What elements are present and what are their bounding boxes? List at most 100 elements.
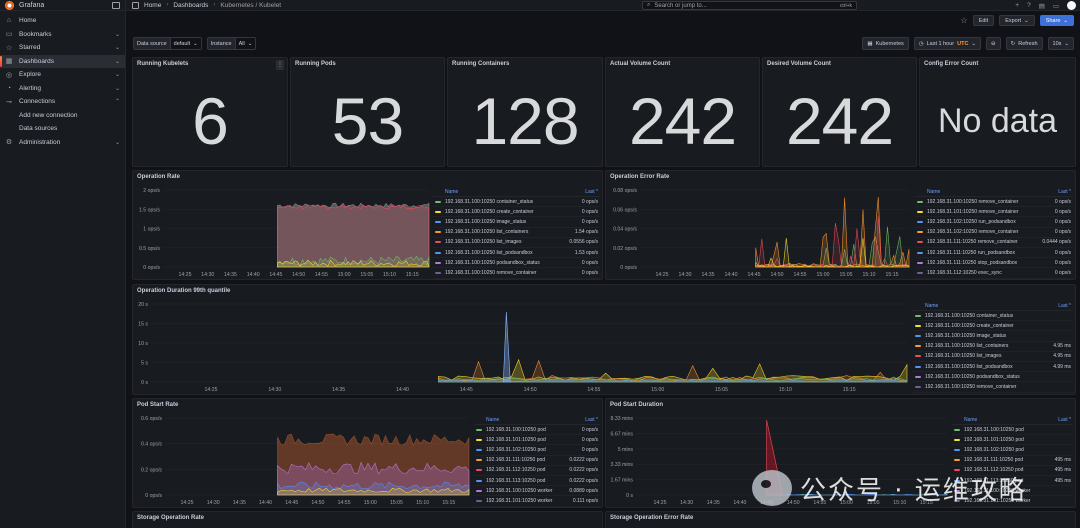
legend-row[interactable]: 192.168.31.100:10250 remove_container (913, 382, 1073, 393)
kiosk-icon[interactable]: ▭ (1052, 2, 1059, 10)
legend-name-header[interactable]: Name (486, 417, 500, 423)
panel-menu-icon[interactable]: ⋮ (276, 60, 284, 70)
sidebar-item-starred[interactable]: ☆ Starred ⌄ (0, 41, 125, 55)
legend-row[interactable]: 192.168.31.111:10250 pod 0.0222 ops/s (474, 456, 600, 466)
chevron-down-icon[interactable]: ⌄ (114, 45, 120, 52)
legend-row[interactable]: 192.168.31.102:10250 run_podsandbox 0 ops… (915, 217, 1073, 228)
sidebar-item-alerting[interactable]: ◔ Alerting ⌄ (0, 82, 125, 96)
legend-row[interactable]: 192.168.31.102:10250 pod 0 ops/s (474, 445, 600, 456)
operation-error-rate-graph[interactable]: 0.08 ops/s 0.06 ops/s 0.04 ops/s 0.02 ops/s… (606, 183, 913, 280)
legend-row[interactable]: 192.168.31.100:10250 list_containers 4.95… (913, 342, 1073, 352)
pod-start-rate-graph[interactable]: 0.6 ops/s 0.4 ops/s 0.2 ops/s 0 ops/s 14:25 1… (133, 411, 473, 508)
legend-row[interactable]: 192.168.31.102:10250 pod (952, 445, 1073, 456)
legend-row[interactable]: 192.168.31.100:10250 create_container 0 o… (433, 207, 600, 218)
panel-pod-start-duration[interactable]: Pod Start Duration 8.33 mins 6.67 mins 5 m… (605, 398, 1076, 508)
stat-panel-config-error-count[interactable]: Config Error Count No data (919, 57, 1076, 167)
operation-rate-graph[interactable]: 2 ops/s 1.5 ops/s 1 ops/s 0.5 ops/s 0 ops/s 1… (133, 183, 433, 280)
legend-row[interactable]: 192.168.31.100:10250 list_podsandbox 1.53… (433, 248, 600, 259)
legend-name-header[interactable]: Name (964, 417, 978, 423)
legend-row[interactable]: 192.168.31.100:10250 pod 0 ops/s (474, 425, 600, 436)
stat-panel-running-kubelets[interactable]: Running Kubelets ⋮ 6 (132, 57, 288, 167)
refresh-interval-select[interactable]: 10s ⌄ (1047, 37, 1074, 50)
legend-row[interactable]: 192.168.31.111:10250 remove_container 0.0… (915, 238, 1073, 248)
legend-row[interactable]: 192.168.31.100:10250 list_images 4.95 ms (913, 352, 1073, 362)
legend-row[interactable]: 192.168.31.111:10250 stop_podsandbox 0 op… (915, 258, 1073, 269)
legend-last-header[interactable]: Last * (1058, 417, 1071, 423)
chevron-down-icon[interactable]: ⌄ (114, 72, 120, 79)
legend-row[interactable]: 192.168.31.100:10250 list_containers 1.54… (433, 228, 600, 238)
sidebar-item-bookmarks[interactable]: ▭ Bookmarks ⌄ (0, 28, 125, 42)
legend-last-header[interactable]: Last * (585, 417, 598, 423)
sidebar-item-data-sources[interactable]: Data sources (0, 122, 125, 136)
sidebar-item-administration[interactable]: ⚙ Administration ⌄ (0, 136, 125, 150)
legend-row[interactable]: 192.168.31.100:10250 podsandbox_status 0 … (433, 258, 600, 269)
sidebar-toggle-icon[interactable] (132, 1, 139, 9)
sidebar-item-dashboards[interactable]: ▦ Dashboards ⌄ (0, 54, 125, 68)
legend-row[interactable]: 192.168.31.100:10250 remove_container 0 o… (433, 268, 600, 279)
legend-last-header[interactable]: Last * (1058, 189, 1071, 195)
panel-operation-rate[interactable]: Operation Rate 2 ops/s 1.5 ops/s 1 ops/s 0.… (132, 170, 603, 280)
legend-row[interactable]: 192.168.31.113:10250 pod 495 ms (952, 476, 1073, 487)
chevron-down-icon[interactable]: ⌄ (114, 31, 120, 38)
stat-panel-running-containers[interactable]: Running Containers 128 (447, 57, 603, 167)
legend-row[interactable]: 192.168.31.100:10250 container_status 0 o… (433, 197, 600, 208)
export-button[interactable]: Export ⌄ (999, 15, 1035, 26)
legend-row[interactable]: 192.168.31.112:10250 pod 0.0222 ops/s (474, 466, 600, 476)
help-icon[interactable]: ? (1027, 2, 1031, 9)
legend-row[interactable]: 192.168.31.101:10250 pod (952, 435, 1073, 446)
search-input[interactable]: ⌕ Search or jump to... ctrl+k (642, 1, 857, 10)
legend-name-header[interactable]: Name (445, 189, 459, 195)
legend-row[interactable]: 192.168.31.111:10250 pod 495 ms (952, 456, 1073, 466)
dock-menu-icon[interactable] (112, 1, 120, 9)
operation-duration-graph[interactable]: 20 s 15 s 10 s 5 s 0 s 14:25 14:30 14:35 14:40 14… (133, 297, 911, 395)
chevron-down-icon[interactable]: ⌄ (114, 139, 120, 146)
refresh-button[interactable]: ↻ Refresh (1005, 37, 1043, 50)
chevron-up-icon[interactable]: ⌃ (114, 99, 120, 106)
legend-row[interactable]: 192.168.31.111:10250 run_podsandbox 0 ops… (915, 248, 1073, 259)
share-button[interactable]: Share ⌄ (1039, 15, 1074, 26)
sidebar-item-explore[interactable]: ◎ Explore ⌄ (0, 68, 125, 82)
breadcrumb-dashboards[interactable]: Dashboards (173, 1, 209, 9)
legend-row[interactable]: 192.168.31.112:10250 exec_sync 0 ops/s (915, 268, 1073, 279)
legend-name-header[interactable]: Name (927, 189, 941, 195)
legend-last-header[interactable]: Last * (1058, 303, 1071, 309)
zoom-out-button[interactable]: ⊖ (986, 37, 1001, 50)
time-range-picker[interactable]: ◷ Last 1 hour UTC ⌄ (913, 37, 982, 50)
legend-row[interactable]: 192.168.31.100:10250 image_status 0 ops/s (433, 217, 600, 228)
legend-row[interactable]: 192.168.31.100:10250 create_container (913, 321, 1073, 332)
legend-row[interactable]: 192.168.31.100:10250 worker 0.0889 ops/s (474, 486, 600, 497)
stat-panel-actual-volume-count[interactable]: Actual Volume Count 242 (605, 57, 760, 167)
stat-panel-desired-volume-count[interactable]: Desired Volume Count 242 (762, 57, 917, 167)
legend-row[interactable]: 192.168.31.100:10250 list_images 0.0556 o… (433, 238, 600, 248)
legend-row[interactable]: 192.168.31.100:10250 image_status (913, 331, 1073, 342)
legend-row[interactable]: 192.168.31.101:10250 remove_container 0 o… (915, 207, 1073, 218)
plus-icon[interactable]: + (1015, 2, 1020, 9)
datasource-select[interactable]: default ⌄ (170, 38, 201, 49)
legend-row[interactable]: 192.168.31.100:10250 list_podsandbox 4.99… (913, 362, 1073, 373)
panel-operation-error-rate[interactable]: Operation Error Rate 0.08 ops/s 0.06 ops/… (605, 170, 1076, 280)
sidebar-item-add-new-connection[interactable]: Add new connection (0, 109, 125, 123)
edit-button[interactable]: Edit (972, 15, 995, 26)
legend-row[interactable]: 192.168.31.100:10250 container_status (913, 311, 1073, 322)
grafana-logo-icon[interactable] (5, 0, 14, 10)
news-icon[interactable]: ▤ (1038, 2, 1045, 10)
breadcrumb-home[interactable]: Home (144, 1, 162, 9)
panel-operation-duration[interactable]: Operation Duration 99th quantile 20 s 15 … (132, 284, 1076, 395)
legend-row[interactable]: 192.168.31.101:10250 worker 0.111 ops/s (474, 496, 600, 507)
legend-row[interactable]: 192.168.31.100:10250 podsandbox_status (913, 372, 1073, 383)
legend-row[interactable]: 192.168.31.100:10250 worker (952, 486, 1073, 497)
legend-row[interactable]: 192.168.31.100:10250 pod (952, 425, 1073, 436)
sidebar-item-connections[interactable]: ⊸ Connections ⌃ (0, 95, 125, 109)
panel-storage-operation-rate[interactable]: Storage Operation Rate (132, 511, 603, 528)
chevron-down-icon[interactable]: ⌄ (114, 58, 120, 65)
datasource-variable[interactable]: Data source default ⌄ (133, 37, 202, 50)
legend-row[interactable]: 192.168.31.100:10250 remove_container 0 o… (915, 197, 1073, 208)
legend-row[interactable]: 192.168.31.102:10250 remove_container 0 o… (915, 228, 1073, 238)
legend-row[interactable]: 192.168.31.112:10250 pod 495 ms (952, 466, 1073, 476)
legend-row[interactable]: 192.168.31.101:10250 pod 0 ops/s (474, 435, 600, 446)
sidebar-item-home[interactable]: ⌂ Home (0, 14, 125, 28)
stat-panel-running-pods[interactable]: Running Pods 53 (290, 57, 445, 167)
star-icon[interactable]: ☆ (960, 16, 968, 25)
legend-row[interactable]: 192.168.31.101:10250 worker (952, 496, 1073, 507)
instance-variable[interactable]: Instance All ⌄ (206, 37, 257, 50)
